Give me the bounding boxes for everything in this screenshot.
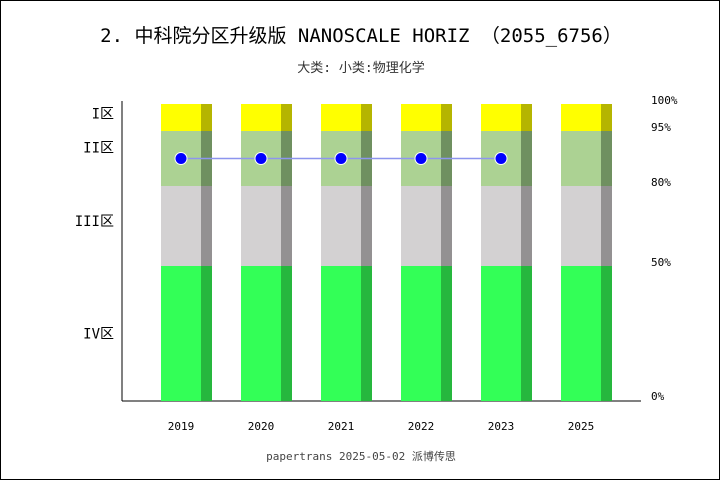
bar-shade-2021-3 <box>361 266 372 401</box>
bar-shade-2019-3 <box>201 266 212 401</box>
bar-shade-2025-2 <box>601 186 612 266</box>
zone-label: I区 <box>92 107 114 123</box>
right-tick-label: 95% <box>651 121 671 134</box>
bar-shade-2020-0 <box>281 104 292 131</box>
bar-shade-2025-0 <box>601 104 612 131</box>
bar-shade-2019-0 <box>201 104 212 131</box>
bar-shade-2023-0 <box>521 104 532 131</box>
bar-segment-2022-2 <box>401 186 441 266</box>
data-point <box>414 152 428 165</box>
data-point <box>334 152 348 165</box>
bar-shade-2023-1 <box>521 131 532 186</box>
data-point <box>254 152 268 165</box>
data-point <box>494 152 508 165</box>
bar-segment-2019-0 <box>161 104 201 131</box>
bar-segment-2019-3 <box>161 266 201 401</box>
x-tick-label: 2022 <box>408 420 435 433</box>
bar-shade-2022-3 <box>441 266 452 401</box>
bar-segment-2021-3 <box>321 266 361 401</box>
bar-shade-2022-0 <box>441 104 452 131</box>
bar-shade-2021-2 <box>361 186 372 266</box>
bar-shade-2020-2 <box>281 186 292 266</box>
bar-segment-2022-0 <box>401 104 441 131</box>
bar-segment-2025-3 <box>561 266 601 401</box>
zone-label: IV区 <box>83 327 114 343</box>
bar-segment-2019-2 <box>161 186 201 266</box>
right-tick-label: 80% <box>651 176 671 189</box>
bar-segment-2021-0 <box>321 104 361 131</box>
bar-shade-2020-3 <box>281 266 292 401</box>
zone-label: III区 <box>75 214 114 230</box>
bar-segment-2025-1 <box>561 131 601 186</box>
right-tick-label: 0% <box>651 390 665 403</box>
bar-shade-2019-2 <box>201 186 212 266</box>
right-tick-label: 100% <box>651 94 678 107</box>
bar-shade-2022-2 <box>441 186 452 266</box>
bar-segment-2021-2 <box>321 186 361 266</box>
bar-segment-2020-0 <box>241 104 281 131</box>
bar-shade-2025-3 <box>601 266 612 401</box>
right-tick-label: 50% <box>651 256 671 269</box>
bar-segment-2020-3 <box>241 266 281 401</box>
bar-shade-2021-0 <box>361 104 372 131</box>
x-tick-label: 2025 <box>568 420 595 433</box>
bar-segment-2025-0 <box>561 104 601 131</box>
bar-shade-2023-2 <box>521 186 532 266</box>
x-tick-label: 2023 <box>488 420 515 433</box>
plot-area: 2019 2020 2021 2022 2023 2025 I区 II区 III区 IV区 100%… <box>75 94 678 433</box>
x-tick-label: 2020 <box>248 420 275 433</box>
chart-title: 2. 中科院分区升级版 NANOSCALE HORIZ （2055_6756） <box>100 25 622 47</box>
x-tick-label: 2019 <box>168 420 195 433</box>
bar-shade-2025-1 <box>601 131 612 186</box>
bar-shade-2023-3 <box>521 266 532 401</box>
chart-subtitle: 大类: 小类:物理化学 <box>297 61 425 76</box>
x-tick-label: 2021 <box>328 420 355 433</box>
data-point <box>174 152 188 165</box>
bar-segment-2025-2 <box>561 186 601 266</box>
bar-segment-2023-3 <box>481 266 521 401</box>
bar-segment-2020-2 <box>241 186 281 266</box>
footer-text: papertrans 2025-05-02 派博传思 <box>266 450 456 463</box>
bar-segment-2023-0 <box>481 104 521 131</box>
bar-segment-2022-3 <box>401 266 441 401</box>
zone-label: II区 <box>83 141 114 157</box>
bar-segment-2023-2 <box>481 186 521 266</box>
